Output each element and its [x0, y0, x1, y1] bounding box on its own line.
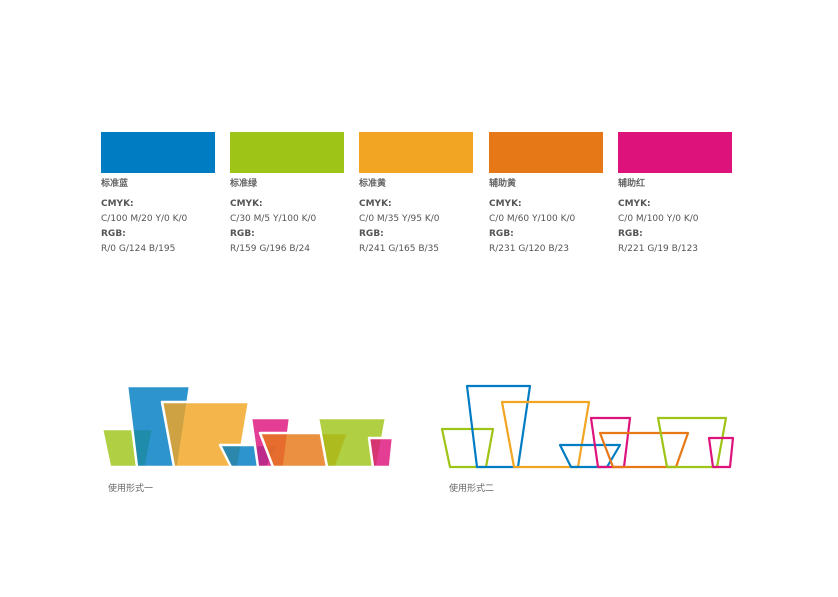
rgb-value: R/221 G/19 B/123 — [618, 244, 699, 254]
logo-trapezoid — [707, 436, 735, 469]
color-swatch: 辅助黄 CMYK: C/0 M/60 Y/100 K/0 RGB: R/231 … — [489, 132, 603, 257]
rgb-label: RGB: — [489, 229, 514, 239]
color-swatch: 标准蓝 CMYK: C/100 M/20 Y/0 K/0 RGB: R/0 G/… — [101, 132, 215, 257]
cmyk-value: C/0 M/60 Y/100 K/0 — [489, 214, 576, 224]
color-swatch: 辅助红 CMYK: C/0 M/100 Y/0 K/0 RGB: R/221 G… — [618, 132, 732, 257]
cmyk-label: CMYK: — [359, 199, 392, 209]
color-swatch: 标准黄 CMYK: C/0 M/35 Y/95 K/0 RGB: R/241 G… — [359, 132, 473, 257]
cmyk-label: CMYK: — [230, 199, 263, 209]
rgb-label: RGB: — [101, 229, 126, 239]
cmyk-label: CMYK: — [489, 199, 522, 209]
logo-trapezoid — [465, 384, 532, 469]
logo-trapezoid — [500, 400, 591, 469]
rgb-value: R/0 G/124 B/195 — [101, 244, 176, 254]
color-name: 辅助红 — [618, 179, 646, 189]
color-swatch: 标准绿 CMYK: C/30 M/5 Y/100 K/0 RGB: R/159 … — [230, 132, 344, 257]
color-name: 标准绿 — [230, 179, 258, 189]
color-chip — [230, 132, 344, 173]
color-name: 标准黄 — [359, 179, 387, 189]
logo-trapezoid — [367, 436, 395, 469]
color-chip — [359, 132, 473, 173]
color-name: 辅助黄 — [489, 179, 517, 189]
usage-caption-2: 使用形式二 — [449, 484, 495, 494]
cmyk-value: C/100 M/20 Y/0 K/0 — [101, 214, 188, 224]
cmyk-value: C/0 M/35 Y/95 K/0 — [359, 214, 440, 224]
rgb-label: RGB: — [359, 229, 384, 239]
cmyk-value: C/0 M/100 Y/0 K/0 — [618, 214, 699, 224]
rgb-value: R/231 G/120 B/23 — [489, 244, 570, 254]
cmyk-label: CMYK: — [618, 199, 651, 209]
color-chip — [101, 132, 215, 173]
logo-trapezoid — [440, 427, 495, 469]
cmyk-label: CMYK: — [101, 199, 134, 209]
usage-caption-1: 使用形式一 — [108, 484, 154, 494]
logo-trapezoid — [656, 416, 728, 469]
color-name: 标准蓝 — [101, 179, 129, 189]
rgb-value: R/241 G/165 B/35 — [359, 244, 440, 254]
color-chip — [489, 132, 603, 173]
rgb-label: RGB: — [618, 229, 643, 239]
color-chip — [618, 132, 732, 173]
rgb-value: R/159 G/196 B/24 — [230, 244, 311, 254]
rgb-label: RGB: — [230, 229, 255, 239]
cmyk-value: C/30 M/5 Y/100 K/0 — [230, 214, 317, 224]
logo-trapezoid — [598, 431, 690, 469]
